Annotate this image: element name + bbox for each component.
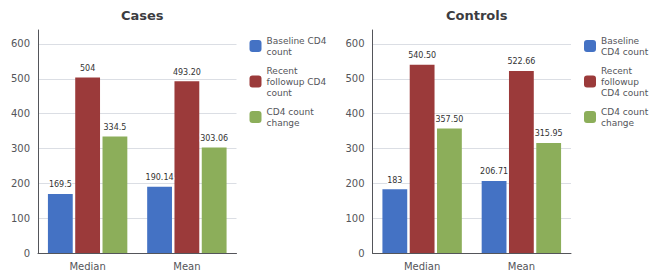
svg-text:300: 300 (345, 143, 364, 154)
svg-text:504: 504 (80, 64, 95, 73)
svg-text:300: 300 (11, 143, 30, 154)
svg-text:200: 200 (11, 178, 30, 189)
svg-text:count: count (267, 47, 293, 57)
svg-text:followup: followup (601, 77, 639, 87)
svg-text:600: 600 (345, 38, 364, 49)
svg-text:Mean: Mean (508, 261, 535, 272)
svg-text:315.95: 315.95 (535, 129, 563, 138)
svg-text:Recent: Recent (267, 66, 299, 76)
svg-text:357.50: 357.50 (435, 115, 463, 124)
svg-text:0: 0 (24, 248, 30, 259)
svg-text:CD4 count: CD4 count (601, 88, 649, 98)
svg-text:500: 500 (345, 73, 364, 84)
svg-text:206.71: 206.71 (480, 167, 508, 176)
svg-text:540.50: 540.50 (408, 51, 436, 60)
svg-text:Controls: Controls (446, 8, 508, 23)
svg-text:CD4 count: CD4 count (267, 107, 315, 117)
svg-text:600: 600 (11, 38, 30, 49)
svg-text:169.5: 169.5 (49, 180, 72, 189)
svg-text:CD4 count: CD4 count (601, 107, 649, 117)
svg-text:Recent: Recent (601, 66, 633, 76)
svg-text:183: 183 (387, 176, 402, 185)
svg-text:100: 100 (345, 213, 364, 224)
svg-text:303.06: 303.06 (200, 134, 228, 143)
svg-text:Baseline: Baseline (601, 36, 640, 46)
svg-text:count: count (267, 88, 293, 98)
svg-text:Median: Median (69, 261, 105, 272)
svg-text:Cases: Cases (121, 8, 164, 23)
svg-text:500: 500 (11, 73, 30, 84)
svg-text:400: 400 (345, 108, 364, 119)
svg-text:334.5: 334.5 (103, 123, 126, 132)
svg-text:CD4 count: CD4 count (601, 47, 649, 57)
svg-text:0: 0 (358, 248, 364, 259)
svg-text:followup CD4: followup CD4 (267, 77, 327, 87)
svg-text:400: 400 (11, 108, 30, 119)
svg-text:493.20: 493.20 (173, 68, 201, 77)
svg-text:change: change (267, 118, 301, 128)
svg-text:190.14: 190.14 (146, 173, 174, 182)
svg-text:Mean: Mean (173, 261, 200, 272)
svg-text:Baseline CD4: Baseline CD4 (267, 36, 327, 46)
svg-text:200: 200 (345, 178, 364, 189)
svg-text:Median: Median (404, 261, 440, 272)
svg-text:100: 100 (11, 213, 30, 224)
svg-text:change: change (601, 118, 635, 128)
svg-text:522.66: 522.66 (507, 57, 535, 66)
